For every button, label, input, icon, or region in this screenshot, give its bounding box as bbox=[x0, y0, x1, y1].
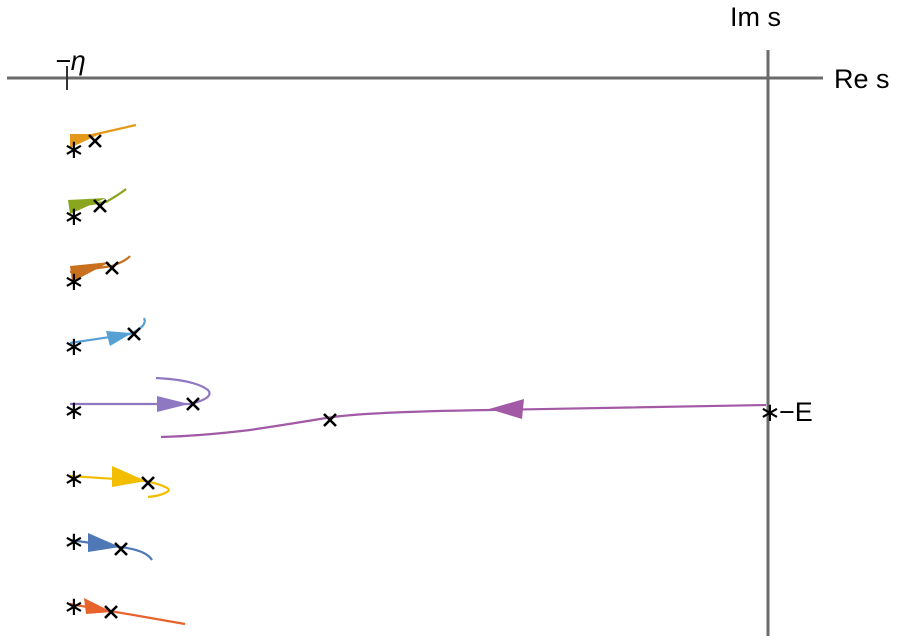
star-marker: ∗ bbox=[63, 396, 85, 426]
star-marker: ∗ bbox=[63, 464, 85, 494]
x-mark-icon bbox=[88, 134, 102, 148]
star-marker-minus-E: ∗ bbox=[759, 398, 781, 428]
trajectory-yellow bbox=[69, 466, 170, 499]
x-mark-icon bbox=[127, 327, 141, 341]
x-mark-icon bbox=[105, 261, 119, 275]
cross-markers bbox=[88, 134, 337, 619]
star-marker: ∗ bbox=[63, 527, 85, 557]
star-marker: ∗ bbox=[63, 592, 85, 622]
x-mark-icon bbox=[141, 476, 155, 490]
star-marker: ∗ bbox=[63, 202, 85, 232]
x-mark-icon bbox=[104, 605, 118, 619]
trajectory-violet bbox=[70, 376, 211, 412]
x-mark-icon bbox=[186, 397, 200, 411]
star-marker: ∗ bbox=[63, 332, 85, 362]
trajectory-blue bbox=[69, 317, 146, 346]
neg-E-label: −E bbox=[779, 397, 813, 427]
trajectory-magenta bbox=[160, 399, 767, 439]
trajectory-red bbox=[69, 598, 186, 626]
trajectory-rust bbox=[69, 255, 131, 282]
star-marker: ∗ bbox=[63, 135, 85, 165]
neg-eta-label: −η bbox=[55, 46, 86, 76]
star-markers: ∗ ∗ ∗ ∗ ∗ ∗ ∗ ∗ ∗ bbox=[63, 135, 781, 622]
imag-axis-label: Im s bbox=[730, 2, 781, 32]
x-mark-icon bbox=[114, 542, 128, 556]
star-marker: ∗ bbox=[63, 267, 85, 297]
real-axis-label: Re s bbox=[834, 64, 890, 94]
x-mark-icon bbox=[93, 199, 107, 213]
x-mark-icon bbox=[323, 413, 337, 427]
